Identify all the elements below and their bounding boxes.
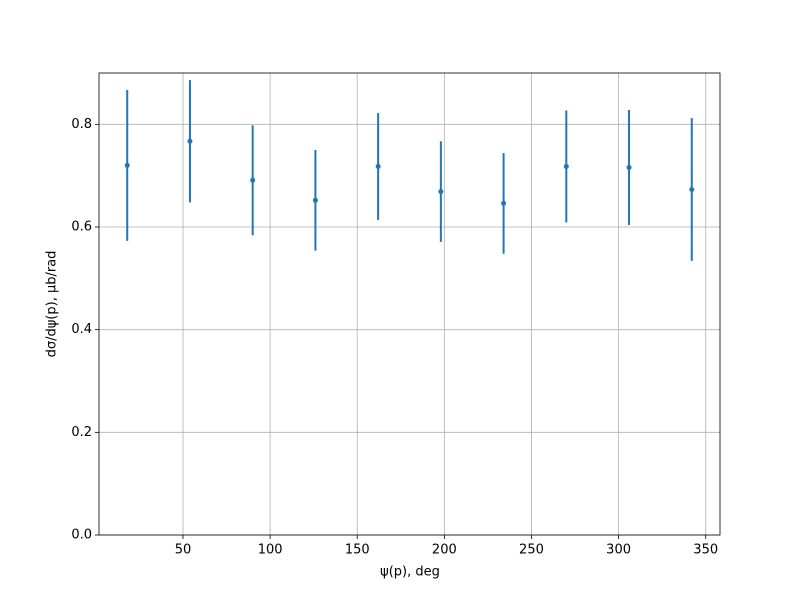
data-point <box>689 187 695 193</box>
data-point <box>312 197 318 203</box>
x-tick-label: 150 <box>345 543 370 558</box>
x-tick-label: 50 <box>175 543 192 558</box>
data-point <box>375 163 381 169</box>
data-point <box>501 200 507 206</box>
x-axis-label: ψ(p), deg <box>380 565 440 580</box>
plot-frame <box>98 72 721 536</box>
data-point <box>187 138 193 144</box>
y-tick-label: 0.0 <box>71 528 92 543</box>
data-point <box>563 163 569 169</box>
y-tick-label: 0.2 <box>71 425 92 440</box>
data-point <box>124 162 130 168</box>
data-point <box>438 189 444 195</box>
data-point <box>250 177 256 183</box>
x-tick-label: 250 <box>519 543 544 558</box>
y-tick-label: 0.6 <box>71 220 92 235</box>
x-tick-label: 100 <box>258 543 283 558</box>
y-tick-label: 0.8 <box>71 117 92 132</box>
x-tick-label: 300 <box>606 543 631 558</box>
y-tick-label: 0.4 <box>71 322 92 337</box>
data-point <box>626 164 632 170</box>
y-axis-label: dσ/dψ(p), μb/rad <box>45 251 60 358</box>
x-tick-label: 200 <box>432 543 457 558</box>
x-tick-label: 350 <box>693 543 718 558</box>
